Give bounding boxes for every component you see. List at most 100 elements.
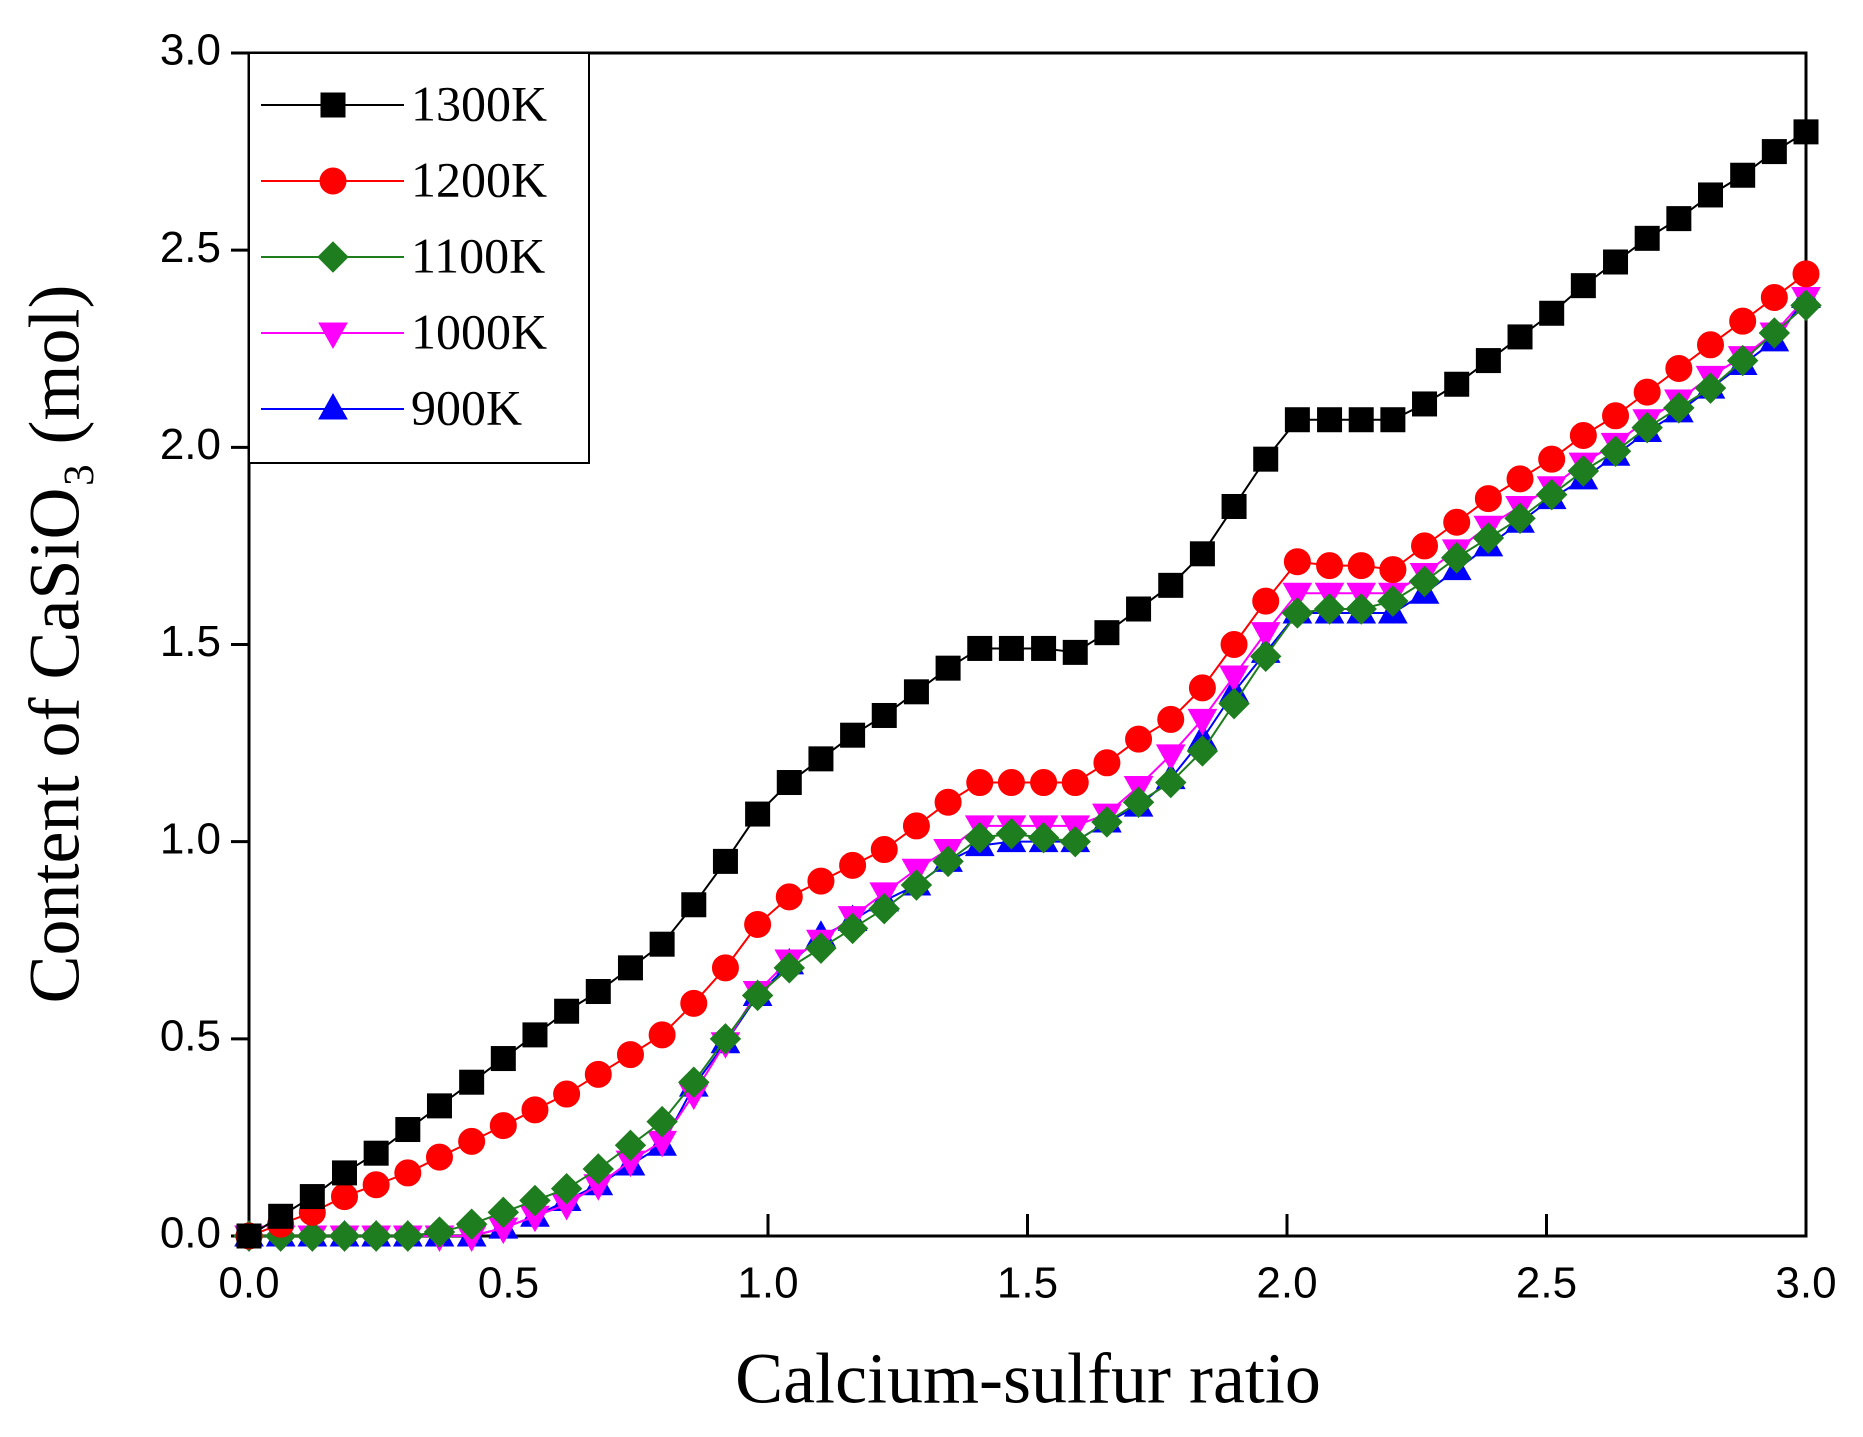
x-tick-label: 2.5 xyxy=(1516,1259,1577,1308)
marker xyxy=(1631,411,1663,444)
marker xyxy=(360,1220,392,1252)
legend-marker xyxy=(318,392,348,420)
marker xyxy=(1569,422,1597,450)
marker xyxy=(1186,735,1219,767)
marker xyxy=(745,801,771,827)
legend-label: 1300K xyxy=(411,75,547,131)
marker xyxy=(1507,324,1533,350)
marker xyxy=(521,1096,549,1124)
marker xyxy=(997,769,1025,797)
marker xyxy=(1538,445,1566,473)
marker xyxy=(1539,300,1565,326)
marker xyxy=(1603,249,1629,275)
marker xyxy=(553,1080,581,1108)
marker xyxy=(998,635,1024,661)
marker xyxy=(1506,465,1534,493)
marker xyxy=(1122,786,1155,818)
marker xyxy=(330,1183,358,1211)
marker xyxy=(808,746,834,772)
marker xyxy=(1474,485,1502,513)
y-axis-title: Content of CaSiO₃ (mol) xyxy=(15,284,95,1003)
marker xyxy=(1030,769,1058,797)
marker xyxy=(709,1023,742,1055)
marker xyxy=(903,679,929,705)
marker xyxy=(1411,532,1439,560)
marker xyxy=(1602,402,1630,430)
marker xyxy=(1348,407,1374,433)
marker xyxy=(425,1143,453,1171)
marker xyxy=(458,1127,486,1155)
marker xyxy=(1793,119,1819,145)
marker xyxy=(1158,572,1184,598)
marker xyxy=(1345,593,1377,625)
y-tick-label: 0.5 xyxy=(160,1011,221,1060)
marker xyxy=(1698,182,1724,208)
marker xyxy=(1313,593,1346,625)
marker xyxy=(678,1066,710,1098)
marker xyxy=(902,812,930,840)
legend-marker xyxy=(317,241,349,273)
marker xyxy=(1412,391,1438,417)
marker xyxy=(1379,556,1407,584)
marker xyxy=(966,769,994,797)
marker xyxy=(932,845,964,878)
x-axis-title: Calcium-sulfur ratio xyxy=(735,1339,1321,1419)
marker xyxy=(1377,585,1409,617)
marker xyxy=(744,910,772,938)
marker xyxy=(1284,407,1310,433)
marker xyxy=(1062,639,1088,665)
marker xyxy=(1094,620,1120,646)
marker xyxy=(1726,344,1759,377)
x-tick-label: 2.0 xyxy=(1256,1259,1317,1308)
marker xyxy=(395,1117,421,1143)
marker xyxy=(934,788,962,816)
marker xyxy=(1758,317,1791,349)
marker xyxy=(296,1220,329,1252)
y-tick-label: 1.0 xyxy=(160,814,221,863)
marker xyxy=(519,1184,551,1217)
marker xyxy=(1665,354,1693,382)
legend: 1300K 1200K 1100K 1000K 900K xyxy=(248,52,590,464)
marker xyxy=(1730,162,1756,188)
marker xyxy=(1059,825,1091,858)
marker xyxy=(807,867,835,895)
marker xyxy=(426,1093,452,1119)
marker xyxy=(1634,225,1660,251)
marker xyxy=(490,1046,516,1072)
marker xyxy=(1031,635,1057,661)
marker xyxy=(1157,705,1185,733)
marker xyxy=(649,931,675,957)
marker xyxy=(423,1216,456,1248)
legend-marker xyxy=(319,167,347,195)
marker xyxy=(775,883,803,911)
marker xyxy=(362,1171,390,1199)
marker xyxy=(1316,552,1344,580)
series xyxy=(236,119,1819,1249)
marker xyxy=(268,1203,294,1229)
marker xyxy=(1760,283,1788,311)
x-tick-label: 1.5 xyxy=(997,1259,1058,1308)
marker xyxy=(1283,548,1311,576)
marker xyxy=(1408,565,1441,598)
marker xyxy=(1790,289,1822,322)
marker xyxy=(392,1220,424,1252)
marker xyxy=(681,892,707,918)
marker xyxy=(1475,348,1501,374)
marker xyxy=(871,702,897,728)
marker xyxy=(1250,640,1282,673)
marker xyxy=(1093,749,1121,777)
marker xyxy=(967,635,993,661)
marker xyxy=(712,848,738,874)
marker xyxy=(1125,725,1153,753)
marker xyxy=(614,1129,647,1162)
marker xyxy=(1443,508,1471,536)
marker xyxy=(1729,307,1757,335)
y-tick-label: 2.0 xyxy=(160,420,221,469)
marker xyxy=(1380,407,1406,433)
marker xyxy=(1317,407,1343,433)
marker xyxy=(582,1153,614,1185)
x-tick-label: 1.0 xyxy=(737,1259,798,1308)
marker xyxy=(554,998,580,1024)
marker xyxy=(328,1220,361,1252)
